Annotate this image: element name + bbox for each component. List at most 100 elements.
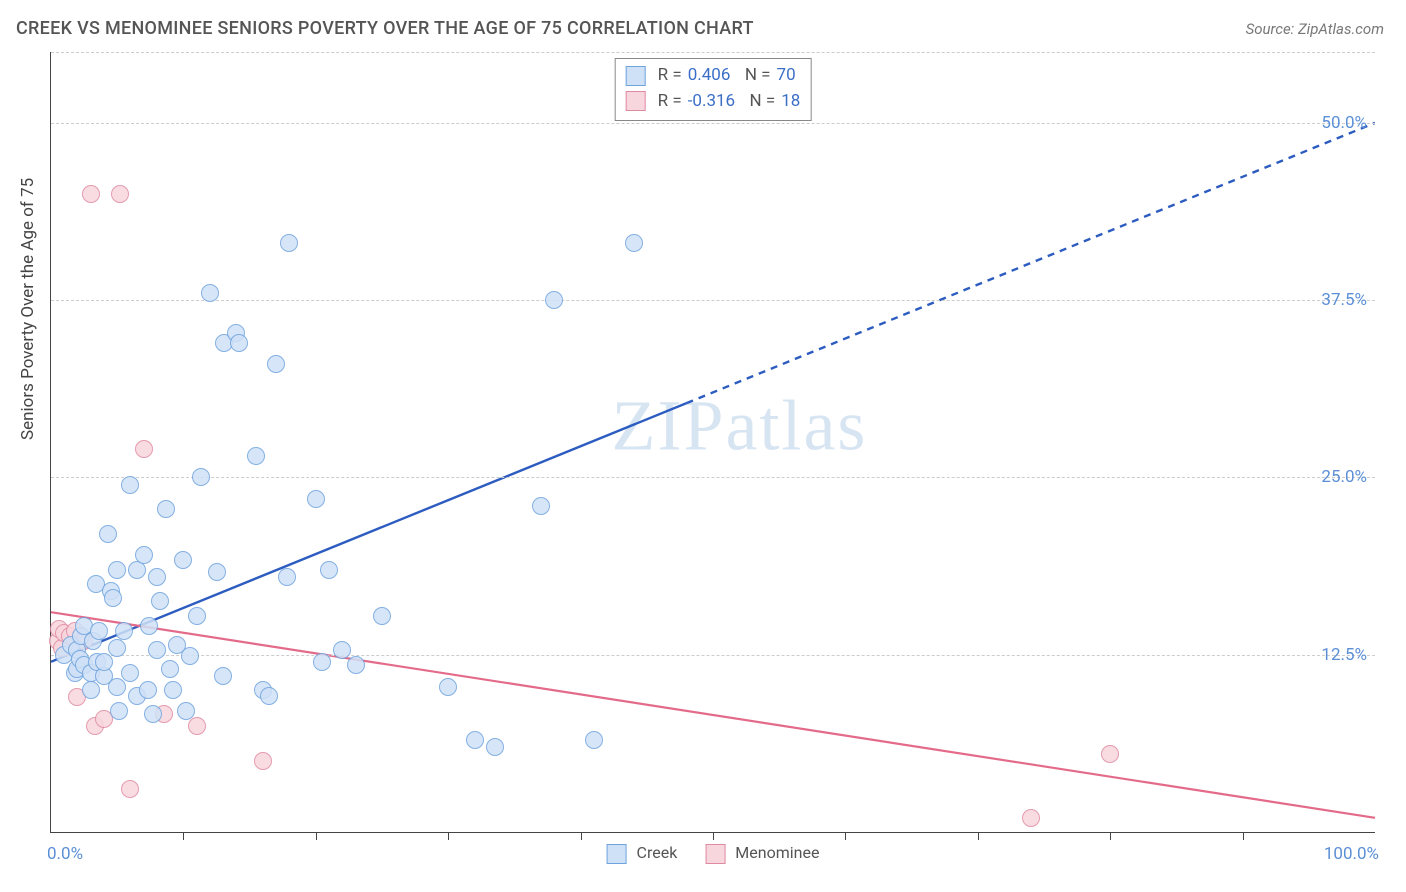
stat-n-menominee: 18 (781, 89, 800, 115)
data-point-creek (532, 497, 550, 515)
stats-row-menominee: R = -0.316 N = 18 (626, 89, 801, 115)
stat-label: R = (658, 89, 682, 115)
x-tick (183, 832, 184, 840)
data-point-creek (585, 731, 603, 749)
swatch-creek (607, 844, 627, 864)
data-point-creek (174, 551, 192, 569)
data-point-creek (115, 622, 133, 640)
data-point-creek (439, 678, 457, 696)
data-point-creek (320, 561, 338, 579)
data-point-creek (140, 617, 158, 635)
data-point-creek (192, 468, 210, 486)
data-point-creek (545, 291, 563, 309)
data-point-men (188, 717, 206, 735)
swatch-menominee (626, 91, 646, 111)
data-point-creek (121, 664, 139, 682)
data-point-creek (260, 687, 278, 705)
data-point-creek (280, 234, 298, 252)
stat-n-creek: 70 (777, 63, 796, 89)
data-point-creek (201, 284, 219, 302)
grid-line (51, 300, 1375, 301)
data-point-creek (208, 563, 226, 581)
trend-lines-layer (51, 52, 1375, 832)
data-point-creek (164, 681, 182, 699)
x-axis-max-label: 100.0% (1324, 844, 1379, 864)
legend-item-menominee: Menominee (705, 843, 819, 864)
x-tick (978, 832, 979, 840)
data-point-men (82, 185, 100, 203)
data-point-creek (333, 641, 351, 659)
x-tick (713, 832, 714, 840)
stat-r-creek: 0.406 (688, 63, 731, 89)
y-tick-label: 37.5% (1321, 290, 1367, 310)
data-point-creek (486, 738, 504, 756)
y-tick-label: 50.0% (1321, 113, 1367, 133)
data-point-men (135, 440, 153, 458)
data-point-men (254, 752, 272, 770)
stat-label: R = (658, 63, 682, 89)
data-point-creek (135, 546, 153, 564)
data-point-creek (267, 355, 285, 373)
data-point-creek (110, 702, 128, 720)
swatch-menominee (705, 844, 725, 864)
data-point-creek (139, 681, 157, 699)
data-point-creek (108, 639, 126, 657)
y-tick-label: 12.5% (1321, 645, 1367, 665)
data-point-creek (466, 731, 484, 749)
legend-label: Menominee (735, 843, 819, 862)
data-point-creek (82, 681, 100, 699)
data-point-creek (151, 592, 169, 610)
data-point-creek (347, 656, 365, 674)
stats-legend-box: R = 0.406 N = 70 R = -0.316 N = 18 (615, 58, 812, 121)
data-point-creek (230, 334, 248, 352)
grid-line (51, 123, 1375, 124)
legend-bottom: Creek Menominee (607, 843, 820, 864)
data-point-creek (148, 568, 166, 586)
data-point-creek (181, 647, 199, 665)
x-tick (1110, 832, 1111, 840)
swatch-creek (626, 66, 646, 86)
data-point-creek (278, 568, 296, 586)
data-point-creek (148, 641, 166, 659)
x-tick (581, 832, 582, 840)
chart-container: CREEK VS MENOMINEE SENIORS POVERTY OVER … (0, 0, 1406, 892)
stats-row-creek: R = 0.406 N = 70 (626, 63, 801, 89)
data-point-creek (161, 660, 179, 678)
x-tick (448, 832, 449, 840)
grid-line (51, 655, 1375, 656)
legend-item-creek: Creek (607, 843, 678, 864)
data-point-creek (188, 607, 206, 625)
stat-r-menominee: -0.316 (688, 89, 735, 115)
data-point-creek (214, 667, 232, 685)
stat-label: N = (741, 89, 775, 115)
data-point-men (1101, 745, 1119, 763)
x-axis-min-label: 0.0% (47, 844, 83, 864)
legend-label: Creek (637, 843, 678, 862)
data-point-creek (108, 678, 126, 696)
stat-label: N = (736, 63, 770, 89)
data-point-creek (307, 490, 325, 508)
chart-title: CREEK VS MENOMINEE SENIORS POVERTY OVER … (16, 18, 754, 39)
source-attribution: Source: ZipAtlas.com (1246, 20, 1384, 38)
grid-line (51, 52, 1375, 53)
x-tick (316, 832, 317, 840)
data-point-creek (108, 561, 126, 579)
y-axis-label: Seniors Poverty Over the Age of 75 (18, 178, 38, 440)
data-point-creek (373, 607, 391, 625)
data-point-creek (95, 653, 113, 671)
data-point-men (1022, 809, 1040, 827)
grid-line (51, 477, 1375, 478)
data-point-creek (99, 525, 117, 543)
data-point-creek (157, 500, 175, 518)
data-point-creek (247, 447, 265, 465)
data-point-creek (121, 476, 139, 494)
x-tick (1243, 832, 1244, 840)
data-point-creek (625, 234, 643, 252)
data-point-men (111, 185, 129, 203)
watermark: ZIPatlas (611, 385, 867, 468)
x-tick (845, 832, 846, 840)
data-point-creek (90, 622, 108, 640)
plot-area: ZIPatlas R = 0.406 N = 70 R = -0.316 N =… (50, 52, 1375, 833)
data-point-creek (104, 589, 122, 607)
data-point-creek (313, 653, 331, 671)
